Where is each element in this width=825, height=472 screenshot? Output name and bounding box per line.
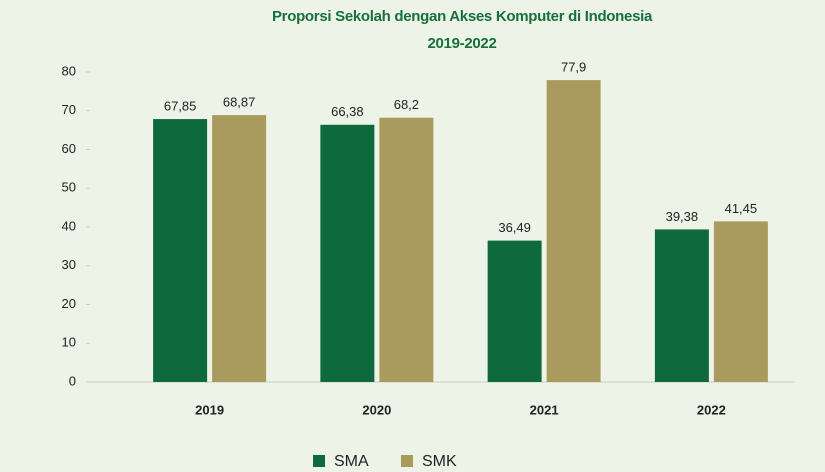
y-tick-label: 10	[62, 335, 76, 350]
x-tick-label: 2019	[195, 402, 224, 417]
chart-title: Proporsi Sekolah dengan Akses Komputer d…	[272, 8, 653, 25]
x-tick-label: 2020	[362, 402, 391, 417]
y-tick-label: 70	[62, 102, 76, 117]
chart-subtitle: 2019-2022	[427, 35, 496, 52]
bar	[546, 80, 601, 382]
bar	[654, 229, 709, 382]
legend-swatch	[313, 455, 325, 467]
data-label: 36,49	[498, 220, 531, 235]
y-tick-label: 40	[62, 218, 76, 233]
data-label: 68,2	[394, 97, 419, 112]
data-label: 39,38	[666, 209, 699, 224]
data-label: 41,45	[725, 201, 758, 216]
data-label: 67,85	[164, 99, 197, 114]
bar	[212, 115, 267, 382]
data-label: 77,9	[561, 60, 586, 75]
y-tick-label: 0	[69, 373, 76, 388]
legend-label: SMA	[334, 453, 369, 470]
x-tick-label: 2021	[530, 402, 559, 417]
legend-label: SMK	[422, 453, 457, 470]
bar	[153, 119, 208, 383]
bar	[320, 124, 375, 382]
legend-swatch	[401, 455, 413, 467]
x-tick-label: 2022	[697, 402, 726, 417]
y-tick-label: 50	[62, 180, 76, 195]
bar	[713, 221, 768, 382]
data-label: 66,38	[331, 104, 364, 119]
bar	[487, 240, 542, 382]
y-tick-label: 20	[62, 296, 76, 311]
data-label: 68,87	[223, 95, 256, 110]
bar	[379, 117, 434, 382]
y-tick-label: 80	[62, 63, 76, 78]
y-tick-label: 60	[62, 141, 76, 156]
y-tick-label: 30	[62, 257, 76, 272]
